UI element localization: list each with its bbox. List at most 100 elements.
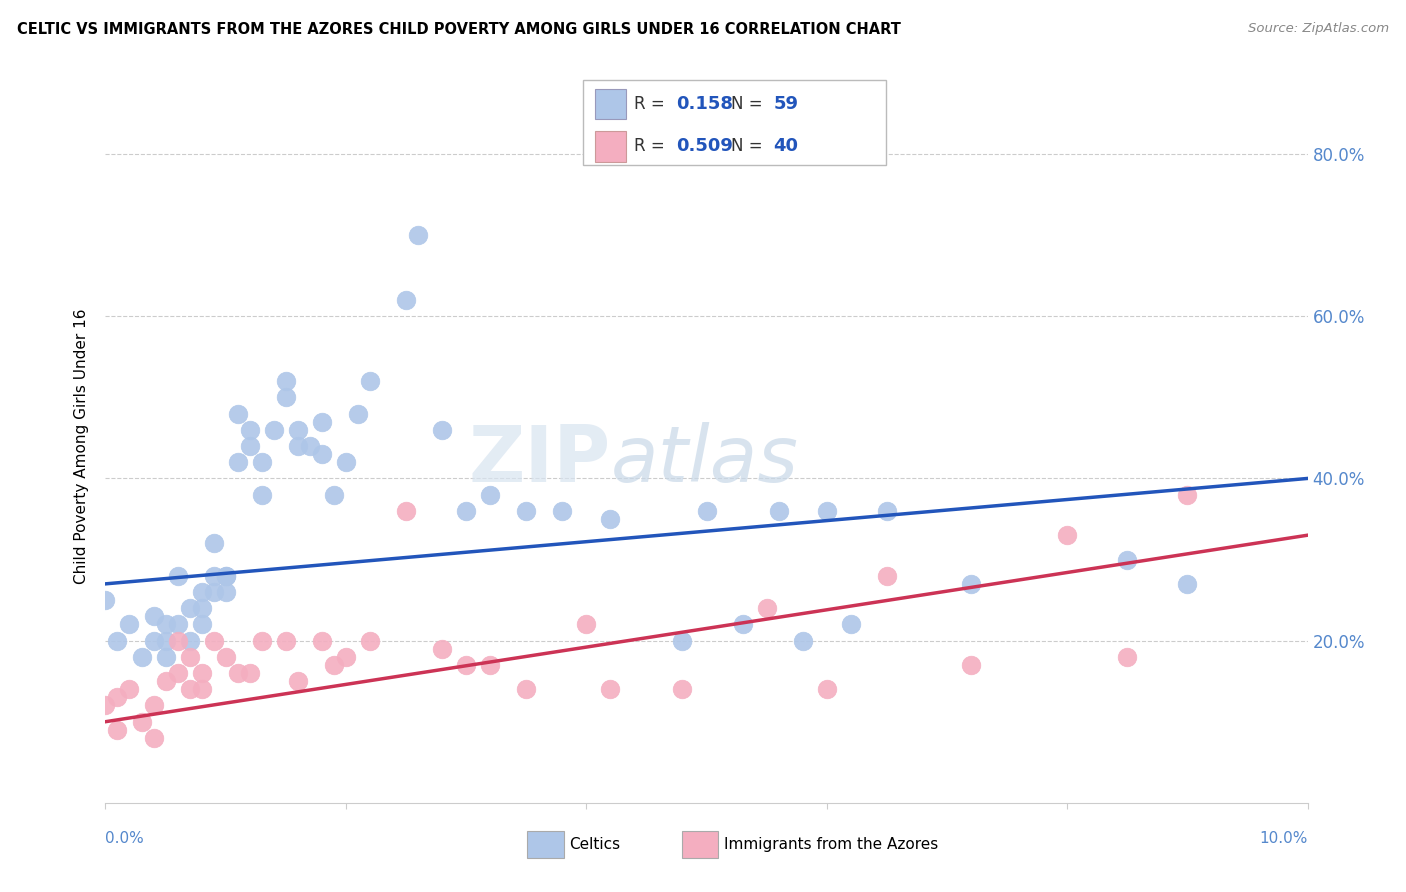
Point xyxy=(731,617,754,632)
Y-axis label: Child Poverty Among Girls Under 16: Child Poverty Among Girls Under 16 xyxy=(75,309,90,583)
Text: 40: 40 xyxy=(773,137,799,155)
Point xyxy=(166,633,188,648)
Point xyxy=(1116,552,1139,566)
Point xyxy=(815,682,838,697)
Text: atlas: atlas xyxy=(610,422,799,499)
Point xyxy=(107,690,129,705)
Point xyxy=(214,568,236,582)
Point xyxy=(226,455,249,469)
Point xyxy=(359,374,381,388)
Point xyxy=(107,723,129,737)
Point xyxy=(239,439,262,453)
Point xyxy=(1175,488,1198,502)
Point xyxy=(960,657,983,672)
Point xyxy=(202,633,225,648)
Point xyxy=(239,423,262,437)
Point xyxy=(671,682,693,697)
Text: N =: N = xyxy=(731,137,768,155)
Point xyxy=(430,641,453,656)
Point xyxy=(250,455,273,469)
Point xyxy=(155,633,177,648)
Point xyxy=(131,714,153,729)
Point xyxy=(696,504,718,518)
Point xyxy=(179,633,201,648)
Point xyxy=(202,585,225,599)
Point xyxy=(155,617,177,632)
Point xyxy=(454,657,477,672)
Point xyxy=(755,601,778,615)
Point xyxy=(551,504,574,518)
Point xyxy=(166,617,188,632)
Text: R =: R = xyxy=(634,137,671,155)
Point xyxy=(479,488,502,502)
Text: Source: ZipAtlas.com: Source: ZipAtlas.com xyxy=(1249,22,1389,36)
Point xyxy=(179,682,201,697)
Point xyxy=(202,536,225,550)
Text: Celtics: Celtics xyxy=(569,838,620,852)
Point xyxy=(395,504,418,518)
Point xyxy=(179,601,201,615)
Point xyxy=(1175,577,1198,591)
Point xyxy=(430,423,453,437)
Point xyxy=(960,577,983,591)
Point xyxy=(226,666,249,681)
Point xyxy=(347,407,370,421)
Text: CELTIC VS IMMIGRANTS FROM THE AZORES CHILD POVERTY AMONG GIRLS UNDER 16 CORRELAT: CELTIC VS IMMIGRANTS FROM THE AZORES CHI… xyxy=(17,22,901,37)
Point xyxy=(287,439,309,453)
Text: 0.158: 0.158 xyxy=(676,95,734,113)
Point xyxy=(298,439,321,453)
Point xyxy=(190,585,212,599)
Point xyxy=(287,423,309,437)
Point xyxy=(190,617,212,632)
Point xyxy=(190,601,212,615)
Point xyxy=(839,617,862,632)
Point xyxy=(142,633,165,648)
Text: R =: R = xyxy=(634,95,671,113)
Point xyxy=(287,674,309,689)
Point xyxy=(190,682,212,697)
Point xyxy=(155,674,177,689)
Point xyxy=(274,374,297,388)
Point xyxy=(515,504,537,518)
Text: 59: 59 xyxy=(773,95,799,113)
Point xyxy=(274,633,297,648)
Point xyxy=(1116,649,1139,664)
Point xyxy=(274,390,297,404)
Point xyxy=(142,698,165,713)
Point xyxy=(335,649,357,664)
Point xyxy=(107,633,129,648)
Point xyxy=(322,657,344,672)
Text: Immigrants from the Azores: Immigrants from the Azores xyxy=(724,838,938,852)
Point xyxy=(94,593,117,607)
Point xyxy=(322,488,344,502)
Point xyxy=(515,682,537,697)
Point xyxy=(311,447,333,461)
Point xyxy=(214,568,236,582)
Point xyxy=(311,633,333,648)
Point xyxy=(876,568,898,582)
Point xyxy=(214,585,236,599)
Point xyxy=(768,504,790,518)
Point xyxy=(226,407,249,421)
Point xyxy=(479,657,502,672)
Point xyxy=(359,633,381,648)
Point xyxy=(1056,528,1078,542)
Point xyxy=(311,415,333,429)
Point xyxy=(815,504,838,518)
Text: ZIP: ZIP xyxy=(468,422,610,499)
Point xyxy=(142,609,165,624)
Point xyxy=(118,617,141,632)
Point xyxy=(250,488,273,502)
Point xyxy=(202,568,225,582)
Point xyxy=(599,512,621,526)
Text: 0.509: 0.509 xyxy=(676,137,733,155)
Point xyxy=(335,455,357,469)
Text: 10.0%: 10.0% xyxy=(1260,831,1308,846)
Point xyxy=(454,504,477,518)
Point xyxy=(250,633,273,648)
Point xyxy=(575,617,598,632)
Point xyxy=(239,666,262,681)
Point xyxy=(155,649,177,664)
Point xyxy=(94,698,117,713)
Point xyxy=(142,731,165,745)
